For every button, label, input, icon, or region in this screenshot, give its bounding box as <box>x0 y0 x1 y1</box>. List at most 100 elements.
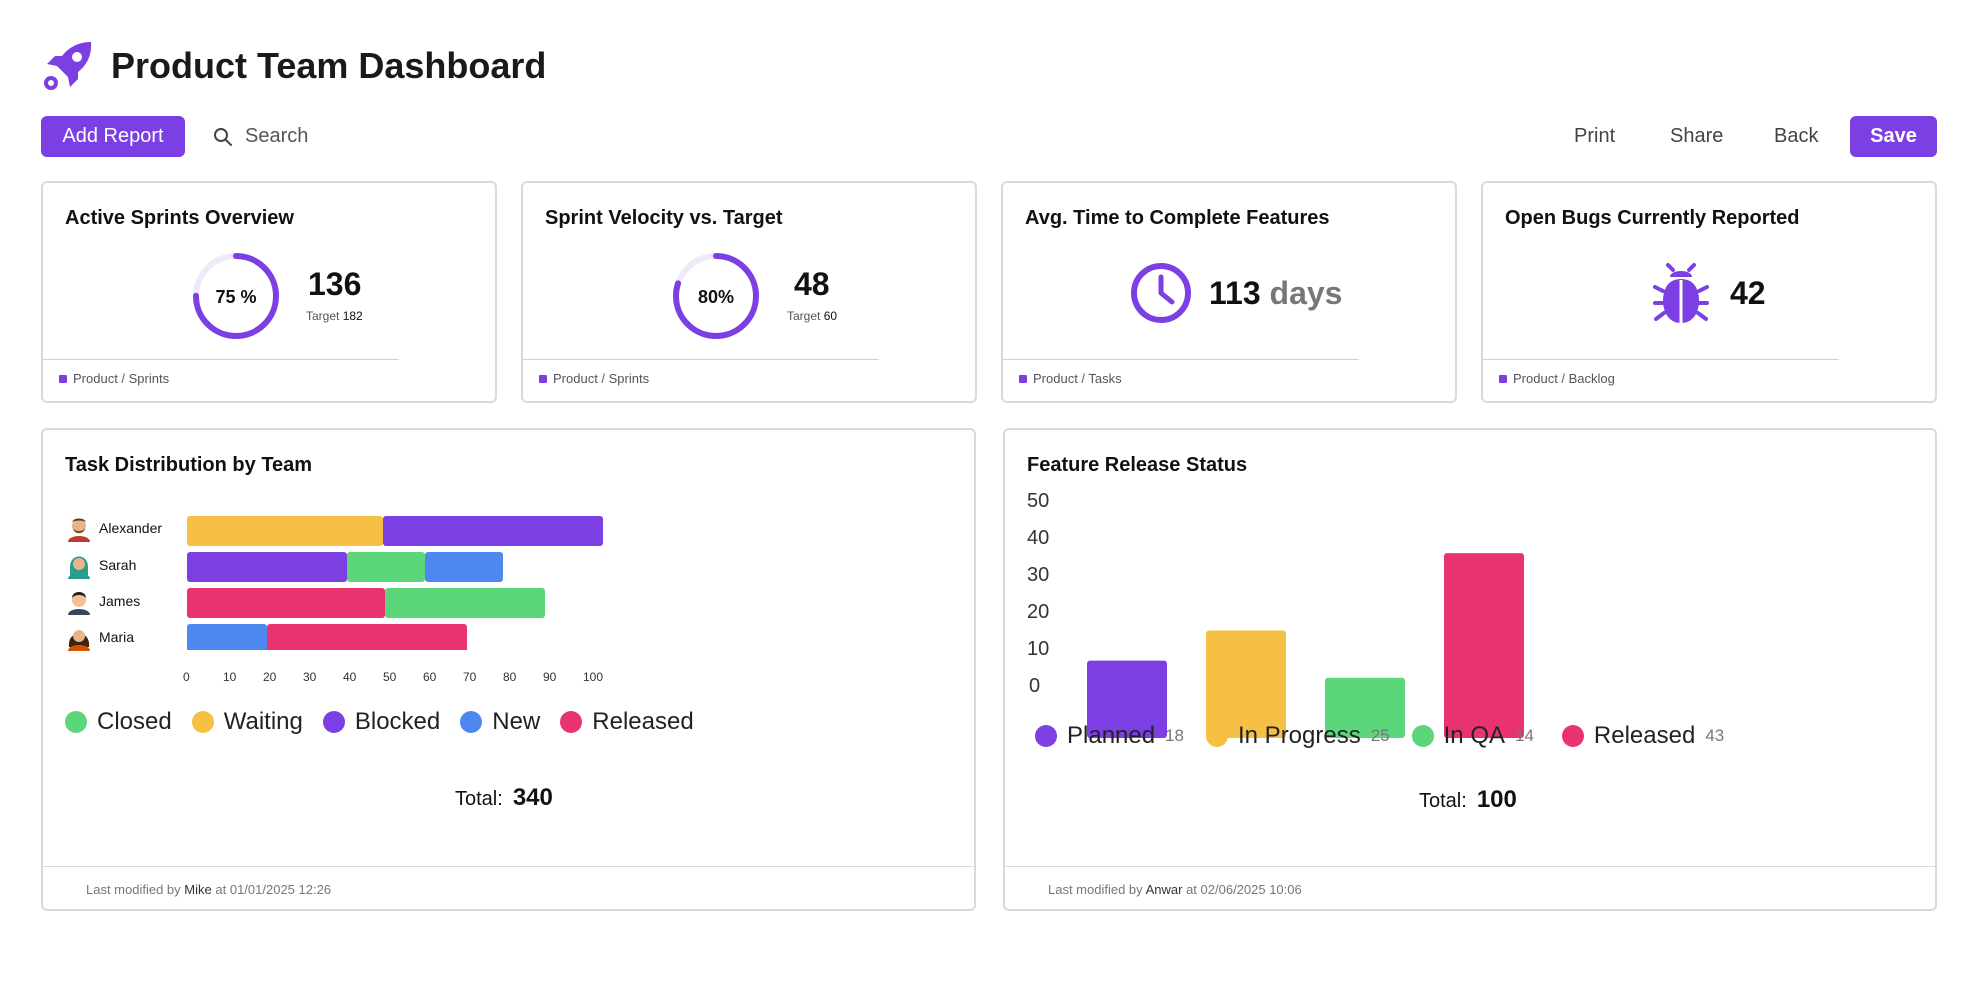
y-tick-label: 50 <box>1027 490 1050 512</box>
team-member: Maria <box>65 623 134 651</box>
y-tick-label: 10 <box>1027 638 1050 660</box>
release-legend: Planned 18 In Progress 25 In QA 14 Released… <box>1035 722 1724 750</box>
avatar <box>68 518 90 542</box>
avatar <box>68 556 90 579</box>
task-total: Total: 340 <box>455 784 553 811</box>
last-modified: Last modified by Mike at 01/01/2025 12:2… <box>86 882 332 897</box>
legend-waiting[interactable]: Waiting <box>191 708 303 736</box>
x-tick-label: 40 <box>343 670 357 684</box>
y-tick-label: 20 <box>1027 601 1050 623</box>
search-button[interactable]: Search <box>213 116 308 157</box>
add-report-button[interactable]: Add Report <box>41 116 185 157</box>
bar-in-qa[interactable] <box>1325 677 1405 738</box>
search-label: Search <box>245 125 309 147</box>
save-button[interactable]: Save <box>1850 116 1937 157</box>
task-legend: Closed Waiting Blocked New Released <box>65 708 694 736</box>
x-tick-label: 50 <box>383 670 397 684</box>
bar-in-progress[interactable] <box>1206 630 1286 739</box>
share-button[interactable]: Share <box>1670 125 1724 147</box>
bar-row-sarah <box>187 552 503 582</box>
bar-planned[interactable] <box>1087 660 1167 738</box>
back-button[interactable]: Back <box>1774 125 1819 147</box>
bar-row-alexander <box>187 516 603 546</box>
y-tick-label: 0 <box>1029 675 1041 697</box>
print-button[interactable]: Print <box>1574 125 1616 147</box>
feature-release-card: Feature Release Status 50 40 30 20 10 0 Plann… <box>1003 428 1937 911</box>
x-tick-label: 30 <box>303 670 317 684</box>
kpi-card-open-bugs: Open Bugs Currently Reported 42 Product … <box>1481 181 1937 403</box>
clock-icon <box>1131 263 1191 323</box>
bug-icon <box>1653 263 1709 323</box>
kpi-breadcrumb[interactable]: Product / Backlog <box>1499 371 1615 386</box>
x-tick-label: 0 <box>183 670 190 684</box>
kpi-unit: days <box>1269 275 1343 311</box>
kpi-title: Open Bugs Currently Reported <box>1505 207 1800 229</box>
kpi-breadcrumb[interactable]: Product / Sprints <box>539 371 649 386</box>
kpi-target: Target 182 <box>306 309 363 323</box>
legend-planned[interactable]: Planned 18 <box>1035 722 1184 750</box>
bar-segment-closed[interactable] <box>385 588 545 618</box>
divider <box>1483 359 1839 360</box>
legend-new[interactable]: New <box>460 708 540 736</box>
kpi-card-avg-time: Avg. Time to Complete Features 113 days … <box>1001 181 1457 403</box>
bar-segment-blocked[interactable] <box>187 552 347 582</box>
bar-segment-new[interactable] <box>187 624 267 650</box>
divider <box>1003 359 1359 360</box>
team-member: James <box>65 587 140 615</box>
kpi-value: 42 <box>1730 275 1766 311</box>
x-tick-label: 90 <box>543 670 557 684</box>
chart-title: Feature Release Status <box>1027 454 1248 476</box>
legend-blocked[interactable]: Blocked <box>322 708 440 736</box>
legend-released[interactable]: Released <box>560 708 694 736</box>
x-tick-label: 70 <box>463 670 477 684</box>
y-tick-label: 40 <box>1027 527 1050 549</box>
legend-released[interactable]: Released 43 <box>1561 722 1724 750</box>
bar-segment-waiting[interactable] <box>187 516 383 546</box>
percent-label: 80% <box>698 287 734 307</box>
team-member-name: James <box>99 593 141 609</box>
kpi-value: 136 <box>308 266 362 302</box>
legend-in-qa[interactable]: In QA 14 <box>1411 722 1534 750</box>
x-tick-label: 20 <box>263 670 277 684</box>
team-member-name: Alexander <box>99 520 163 536</box>
x-tick-label: 60 <box>423 670 437 684</box>
bar-released[interactable] <box>1444 553 1524 738</box>
last-modified: Last modified by Anwar at 02/06/2025 10:… <box>1048 882 1302 897</box>
rocket-icon <box>44 42 92 90</box>
release-total: Total: 100 <box>1419 786 1517 813</box>
task-bar-chart <box>187 516 603 650</box>
legend-in-progress[interactable]: In Progress 25 <box>1206 722 1390 750</box>
progress-ring: 75 % <box>193 253 279 339</box>
kpi-value: 48 <box>794 266 830 302</box>
divider <box>1005 866 1935 867</box>
percent-label: 75 % <box>215 287 256 307</box>
kpi-title: Sprint Velocity vs. Target <box>545 207 783 229</box>
page-header: Product Team Dashboard <box>41 38 546 94</box>
bar-segment-closed[interactable] <box>347 552 425 582</box>
team-member-name: Maria <box>99 629 135 645</box>
bar-segment-new[interactable] <box>425 552 503 582</box>
bar-row-maria <box>187 624 467 650</box>
bar-segment-blocked[interactable] <box>383 516 603 546</box>
team-member: Alexander <box>65 514 162 542</box>
search-icon <box>214 127 232 146</box>
x-tick-label: 100 <box>583 670 604 684</box>
avatar <box>68 630 90 651</box>
bar-segment-released[interactable] <box>267 624 467 650</box>
kpi-value: 113 days <box>1209 275 1343 311</box>
kpi-card-sprint-velocity: Sprint Velocity vs. Target 80% 48 Target… <box>521 181 977 403</box>
legend-closed[interactable]: Closed <box>65 708 172 736</box>
divider <box>43 359 399 360</box>
progress-ring: 80% <box>673 253 759 339</box>
team-member: Sarah <box>65 551 136 579</box>
release-bar-chart <box>1087 553 1524 739</box>
kpi-title: Active Sprints Overview <box>65 207 294 229</box>
total-value: 340 <box>512 784 553 811</box>
bar-segment-released[interactable] <box>187 588 385 618</box>
avatar <box>68 592 90 615</box>
page-title: Product Team Dashboard <box>111 45 547 86</box>
kpi-card-active-sprints: Active Sprints Overview 75 % 136 Target … <box>41 181 497 403</box>
kpi-breadcrumb[interactable]: Product / Sprints <box>59 371 169 386</box>
chart-title: Task Distribution by Team <box>65 454 313 476</box>
kpi-breadcrumb[interactable]: Product / Tasks <box>1019 371 1122 386</box>
